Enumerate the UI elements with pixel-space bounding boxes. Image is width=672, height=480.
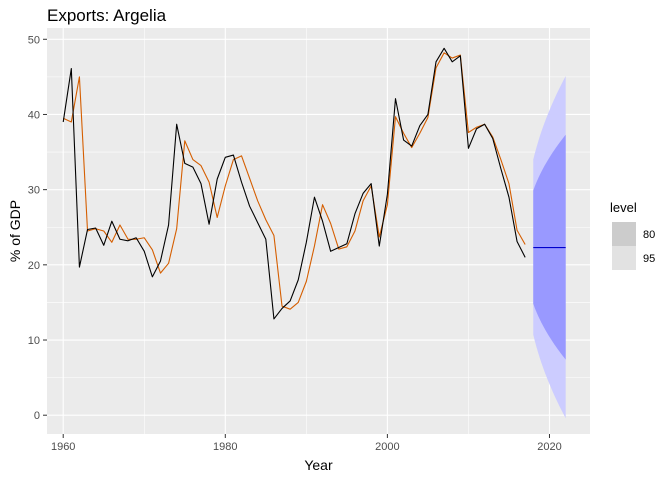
- legend-key-95: [612, 246, 636, 270]
- x-tick-label: 1980: [213, 441, 237, 453]
- x-axis-title: Year: [304, 457, 333, 473]
- x-tick-label: 2020: [537, 441, 561, 453]
- y-tick-label: 20: [28, 260, 40, 272]
- axis-ticks: 1960 1980 2000 2020 0 10 20 30 40 50: [28, 34, 562, 453]
- legend: level 80 95: [610, 200, 655, 270]
- series-line-0: [62, 47, 526, 320]
- legend-label-80: 80: [643, 229, 655, 241]
- series-lines: [62, 47, 566, 320]
- y-axis-title: % of GDP: [7, 200, 23, 262]
- legend-label-95: 95: [643, 253, 655, 265]
- x-tick-label: 1960: [51, 441, 75, 453]
- y-tick-label: 0: [34, 410, 40, 422]
- major-grid: [47, 28, 590, 434]
- panel-background: [47, 28, 590, 434]
- legend-title: level: [610, 200, 637, 215]
- legend-key-80: [612, 222, 636, 246]
- chart-title: Exports: Argelia: [47, 6, 167, 25]
- x-tick-label: 2000: [375, 441, 399, 453]
- y-tick-label: 30: [28, 185, 40, 197]
- y-tick-label: 10: [28, 335, 40, 347]
- y-tick-label: 50: [28, 34, 40, 46]
- y-tick-label: 40: [28, 109, 40, 121]
